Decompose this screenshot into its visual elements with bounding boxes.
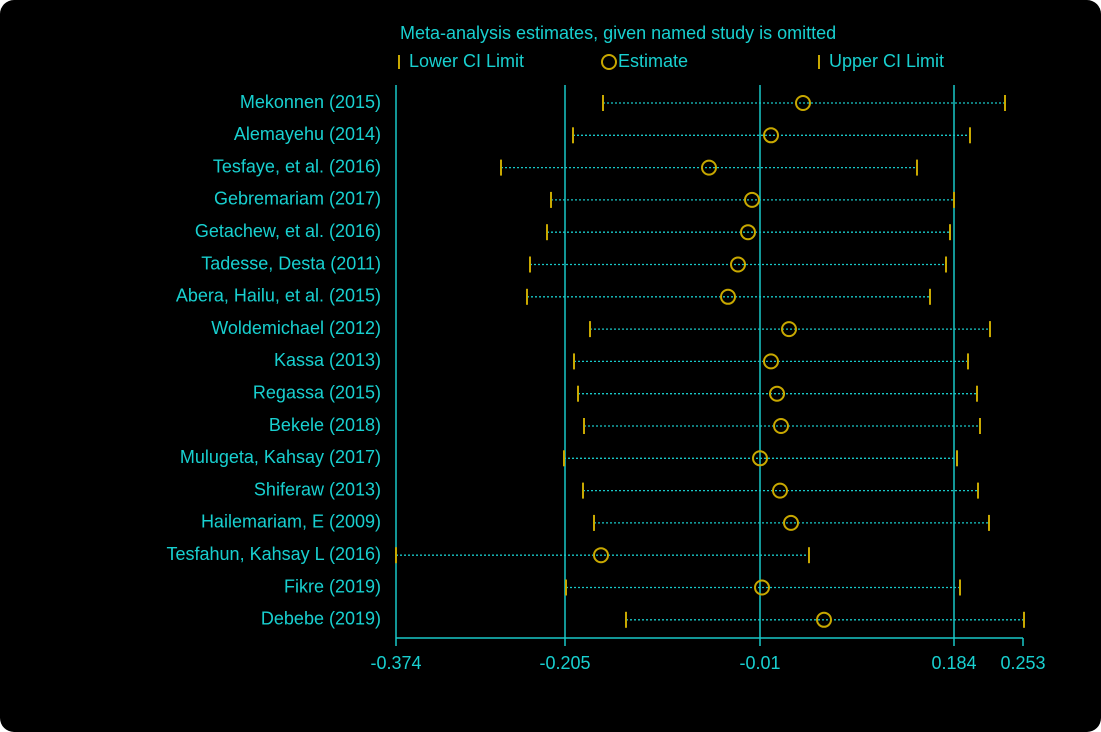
x-tick-label: -0.374	[370, 653, 421, 673]
estimate	[763, 127, 779, 144]
estimate	[816, 611, 832, 628]
study-label: Shiferaw (2013)	[254, 479, 381, 499]
estimate	[744, 191, 760, 208]
estimate	[769, 385, 785, 402]
legend-label: Estimate	[618, 51, 688, 71]
estimate	[754, 579, 770, 596]
study-label: Getachew, et al. (2016)	[195, 221, 381, 241]
study-label: Abera, Hailu, et al. (2015)	[176, 286, 381, 306]
study-label: Bekele (2018)	[269, 415, 381, 435]
x-tick-label: 0.184	[931, 653, 976, 673]
estimate	[763, 353, 779, 370]
estimate	[783, 514, 799, 531]
study-label: Mekonnen (2015)	[240, 92, 381, 112]
x-tick-label: -0.01	[739, 653, 780, 673]
estimate	[730, 256, 746, 273]
estimate	[740, 224, 756, 241]
chart-title: Meta-analysis estimates, given named stu…	[400, 23, 836, 43]
estimate	[593, 547, 609, 564]
estimate	[795, 95, 811, 111]
study-label: Kassa (2013)	[274, 350, 381, 370]
legend-label: Upper CI Limit	[829, 51, 944, 71]
study-label: Fikre (2019)	[284, 576, 381, 596]
study-label: Gebremariam (2017)	[214, 189, 381, 209]
study-label: Woldemichael (2012)	[211, 318, 381, 338]
estimate	[773, 418, 789, 434]
estimate	[720, 288, 736, 305]
x-tick-label: 0.253	[1000, 653, 1045, 673]
estimate	[701, 159, 717, 176]
study-label: Mulugeta, Kahsay (2017)	[180, 447, 381, 467]
x-tick-label: -0.205	[539, 653, 590, 673]
legend-symbol	[601, 54, 617, 70]
estimate	[781, 321, 797, 338]
study-label: Regassa (2015)	[253, 382, 381, 402]
legend-label: Lower CI Limit	[409, 51, 524, 71]
study-label: Tadesse, Desta (2011)	[201, 253, 381, 273]
study-label: Hailemariam, E (2009)	[201, 512, 381, 532]
study-label: Debebe (2019)	[261, 609, 381, 629]
study-label: Tesfaye, et al. (2016)	[213, 156, 381, 176]
study-label: Alemayehu (2014)	[234, 124, 381, 144]
study-label: Tesfahun, Kahsay L (2016)	[167, 544, 381, 564]
estimate	[752, 450, 768, 467]
estimate	[772, 482, 788, 499]
